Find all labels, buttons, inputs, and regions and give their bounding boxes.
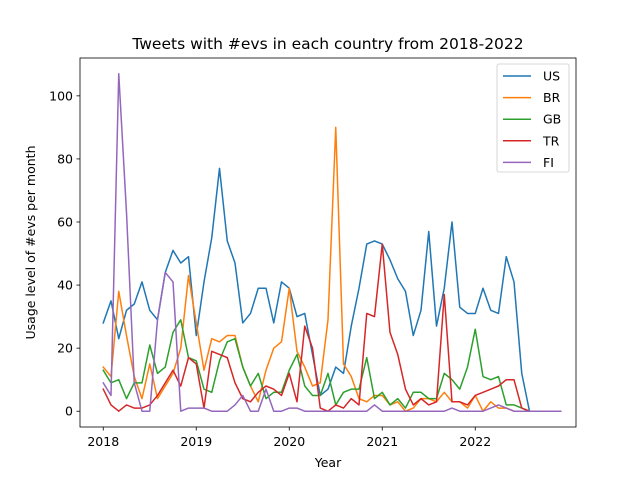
legend-label-fi: FI — [543, 155, 554, 170]
x-tick-label: 2018 — [87, 434, 119, 449]
y-tick-label: 60 — [57, 215, 73, 230]
legend-label-tr: TR — [542, 133, 560, 148]
y-tick-label: 80 — [57, 151, 73, 166]
legend-box — [496, 63, 570, 173]
series-line-br — [102, 126, 562, 412]
y-tick-label: 40 — [57, 278, 73, 293]
legend-label-br: BR — [543, 90, 561, 105]
plot-frame — [79, 57, 577, 428]
y-axis-label: Usage level of #evs per month — [23, 146, 38, 340]
series-line-us — [102, 167, 562, 412]
legend: US BR GB TR FI — [496, 63, 570, 173]
x-tick-label: 2020 — [273, 434, 305, 449]
y-tick-label: 100 — [49, 88, 73, 103]
y-tick-label: 20 — [57, 341, 73, 356]
chart-title: Tweets with #evs in each country from 20… — [131, 35, 523, 53]
x-tick-label: 2022 — [459, 434, 491, 449]
legend-label-gb: GB — [543, 112, 561, 127]
y-tick-label: 0 — [65, 404, 73, 419]
x-tick-label: 2019 — [180, 434, 212, 449]
x-axis-label: Year — [314, 455, 342, 470]
series-line-gb — [102, 319, 562, 412]
y-axis: 0 20 40 60 80 100 — [49, 88, 80, 419]
series-line-fi — [102, 73, 562, 412]
x-axis: 2018 2019 2020 2021 2022 — [87, 427, 491, 449]
legend-label-us: US — [543, 69, 560, 84]
plot-lines — [102, 73, 562, 412]
x-tick-label: 2021 — [366, 434, 398, 449]
